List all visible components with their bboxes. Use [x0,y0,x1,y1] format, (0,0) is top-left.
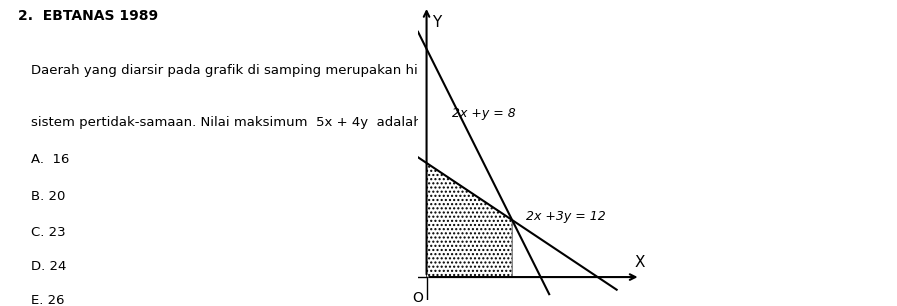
Text: C. 23: C. 23 [31,226,65,239]
Text: 2x +y = 8: 2x +y = 8 [452,107,516,120]
Text: X: X [635,255,645,270]
Text: Y: Y [432,15,441,30]
Text: D. 24: D. 24 [31,260,66,273]
Text: B. 20: B. 20 [31,190,65,203]
Text: O: O [413,291,423,305]
Polygon shape [427,163,512,277]
Text: E. 26: E. 26 [31,294,65,306]
Text: A.  16: A. 16 [31,153,70,166]
Text: Daerah yang diarsir pada grafik di samping merupakan himpunan penyelesaian suatu: Daerah yang diarsir pada grafik di sampi… [31,64,607,77]
Text: 2.  EBTANAS 1989: 2. EBTANAS 1989 [18,9,158,23]
Text: 2x +3y = 12: 2x +3y = 12 [527,210,606,223]
Text: sistem pertidak-samaan. Nilai maksimum  5x + 4y  adalah…: sistem pertidak-samaan. Nilai maksimum 5… [31,116,435,129]
